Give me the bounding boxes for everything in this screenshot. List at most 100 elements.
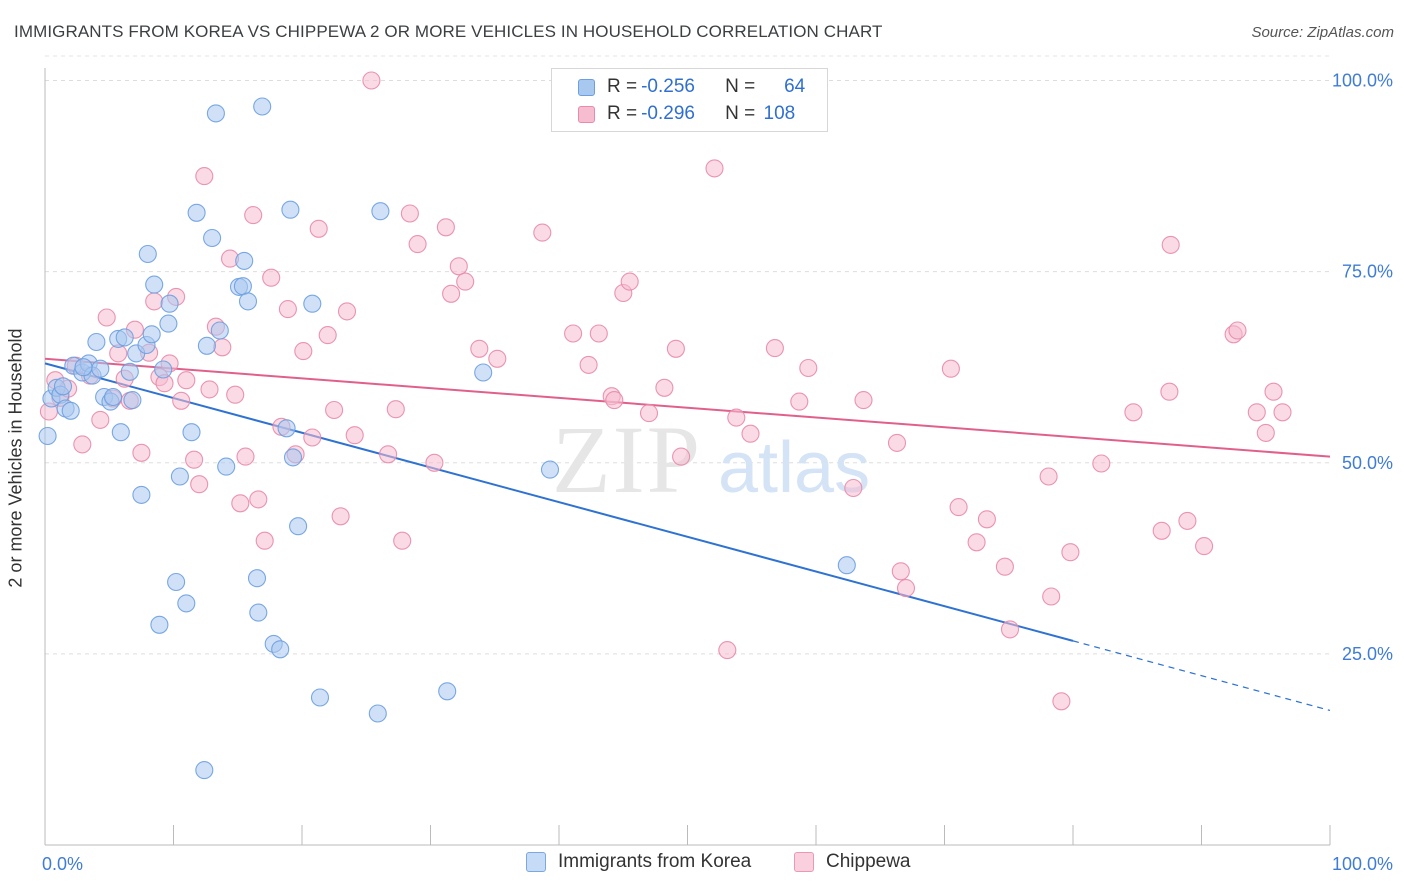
- point-korea: [170, 467, 189, 486]
- point-chippewa: [718, 641, 737, 660]
- point-chippewa: [1092, 454, 1111, 473]
- point-korea: [61, 401, 80, 420]
- point-korea: [167, 572, 186, 592]
- point-chippewa: [325, 400, 344, 420]
- data-points: [38, 71, 1292, 780]
- point-chippewa: [1042, 587, 1061, 606]
- point-chippewa: [1160, 382, 1179, 401]
- point-chippewa: [977, 510, 996, 529]
- point-korea: [438, 682, 457, 701]
- point-chippewa: [1061, 543, 1080, 562]
- point-korea: [138, 244, 157, 264]
- watermark-atlas: atlas: [718, 428, 870, 508]
- legend-box: R = -0.256 N = 64 R = -0.296 N = 108: [551, 68, 828, 132]
- point-chippewa: [449, 257, 468, 276]
- point-chippewa: [236, 447, 255, 466]
- point-chippewa: [400, 204, 419, 223]
- point-chippewa: [1195, 537, 1214, 556]
- legend-swatch-korea: [578, 78, 595, 96]
- point-chippewa: [195, 167, 214, 186]
- point-korea: [283, 448, 303, 467]
- point-chippewa: [1228, 321, 1247, 340]
- point-chippewa: [200, 380, 219, 399]
- point-korea: [249, 603, 268, 622]
- point-chippewa: [891, 562, 910, 581]
- point-chippewa: [564, 324, 583, 343]
- point-chippewa: [1152, 521, 1171, 540]
- trend-line-chippewa: [44, 357, 1331, 458]
- point-chippewa: [309, 219, 328, 238]
- point-chippewa: [386, 400, 405, 419]
- point-chippewa: [941, 359, 960, 378]
- point-korea: [182, 423, 201, 442]
- point-chippewa: [278, 300, 297, 319]
- point-chippewa: [213, 338, 232, 357]
- point-korea: [837, 556, 856, 575]
- point-korea: [145, 275, 164, 294]
- point-chippewa: [967, 533, 986, 552]
- legend-r-value-chippewa: -0.296: [641, 103, 695, 124]
- y-tick-label: 25.0%: [1342, 644, 1393, 664]
- point-korea: [74, 358, 93, 377]
- point-chippewa: [91, 410, 110, 429]
- point-chippewa: [1000, 620, 1020, 639]
- point-chippewa: [790, 392, 809, 411]
- point-korea: [281, 200, 300, 219]
- point-chippewa: [666, 339, 685, 358]
- point-chippewa: [949, 498, 968, 517]
- point-chippewa: [231, 494, 250, 513]
- point-chippewa: [1247, 403, 1266, 422]
- point-korea: [187, 203, 206, 222]
- point-korea: [277, 419, 296, 438]
- tick-labels: 25.0% 50.0% 75.0% 100.0% 0.0% 100.0%: [42, 71, 1393, 875]
- point-korea: [195, 761, 214, 780]
- point-korea: [235, 251, 254, 270]
- point-chippewa: [145, 292, 164, 311]
- point-korea: [197, 336, 216, 355]
- legend-row-chippewa: R = -0.296 N = 108: [578, 101, 795, 127]
- trend-line-korea-extension: [1072, 640, 1331, 712]
- point-chippewa: [1052, 692, 1071, 711]
- point-korea: [540, 460, 560, 479]
- source-label: Source: ZipAtlas.com: [1251, 24, 1394, 41]
- point-korea: [247, 569, 267, 588]
- point-chippewa: [249, 490, 268, 509]
- trend-line-korea: [44, 362, 1074, 642]
- point-korea: [238, 292, 258, 311]
- point-chippewa: [226, 385, 245, 404]
- point-chippewa: [589, 324, 608, 343]
- point-korea: [217, 457, 236, 476]
- bottom-legend-korea: Immigrants from Korea: [526, 851, 751, 873]
- point-korea: [233, 277, 252, 296]
- point-chippewa: [331, 507, 350, 526]
- y-tick-label: 75.0%: [1342, 262, 1393, 282]
- chart-title: IMMIGRANTS FROM KOREA VS CHIPPEWA 2 OR M…: [14, 22, 883, 41]
- point-chippewa: [1124, 403, 1143, 422]
- point-korea: [303, 294, 322, 313]
- point-chippewa: [672, 447, 691, 466]
- point-chippewa: [995, 557, 1014, 576]
- point-korea: [206, 104, 225, 123]
- point-korea: [253, 97, 272, 116]
- point-chippewa: [362, 71, 381, 90]
- point-chippewa: [177, 371, 196, 390]
- legend-swatch-chippewa: [578, 105, 595, 123]
- point-korea: [38, 426, 57, 446]
- point-korea: [104, 387, 123, 407]
- y-tick-label: 100.0%: [1332, 71, 1393, 91]
- bottom-legend-chippewa: Chippewa: [794, 851, 911, 873]
- point-korea: [87, 332, 106, 352]
- point-korea: [203, 228, 222, 248]
- point-chippewa: [190, 475, 209, 494]
- point-chippewa: [73, 435, 92, 454]
- point-chippewa: [470, 339, 489, 358]
- point-chippewa: [318, 326, 337, 345]
- point-chippewa: [765, 339, 784, 358]
- point-korea: [120, 362, 139, 381]
- point-chippewa: [408, 235, 427, 254]
- point-chippewa: [244, 206, 263, 225]
- legend-r-value-korea: -0.256: [641, 76, 695, 97]
- point-chippewa: [425, 453, 444, 472]
- point-korea: [132, 485, 151, 504]
